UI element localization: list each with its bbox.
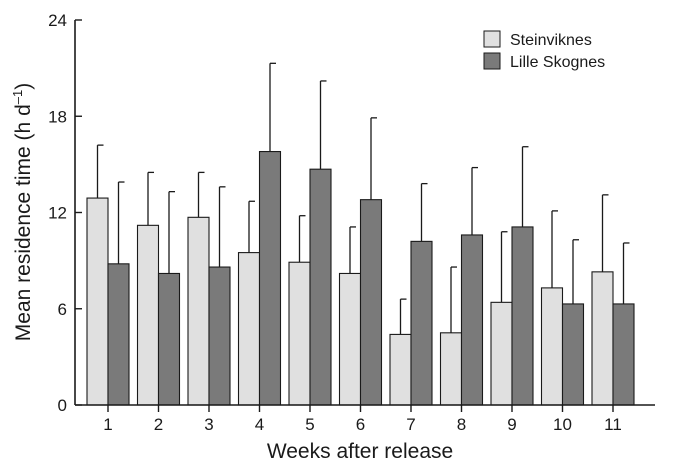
y-axis-title: Mean residence time (h d–1) — [10, 83, 35, 341]
bar-steinviknes — [389, 333, 412, 406]
x-tick-label: 2 — [154, 415, 163, 434]
x-tick-label: 4 — [255, 415, 264, 434]
bars-layer — [86, 62, 635, 406]
legend-swatch-lille-skognes — [483, 52, 501, 70]
y-tick-label: 6 — [58, 300, 67, 319]
bar-lille-skognes — [359, 199, 383, 406]
bar-steinviknes — [237, 252, 261, 406]
legend-label-lille-skognes: Lille Skognes — [510, 54, 605, 71]
bar-lille-skognes — [208, 266, 231, 406]
x-tick-label: 10 — [553, 415, 572, 434]
x-tick-label: 3 — [204, 415, 213, 434]
legend-swatch-steinviknes — [483, 30, 501, 48]
y-tick-label: 18 — [48, 107, 67, 126]
y-axis-title-close: ) — [12, 83, 35, 90]
bar-lille-skognes — [460, 234, 484, 406]
legend-label-steinviknes: Steinviknes — [510, 32, 592, 49]
x-ticks: 1 2 3 4 5 6 7 8 9 10 11 — [103, 405, 622, 434]
x-tick-label: 5 — [305, 415, 314, 434]
x-tick-label: 1 — [103, 415, 112, 434]
bar-steinviknes — [288, 261, 311, 406]
y-axis-title-main: Mean residence time (h d — [12, 104, 35, 341]
x-tick-label: 8 — [457, 415, 466, 434]
bar-steinviknes — [187, 216, 210, 406]
x-axis-title: Weeks after release — [267, 440, 453, 463]
x-tick-label: 6 — [356, 415, 365, 434]
y-tick-label: 0 — [58, 396, 67, 415]
x-tick-label: 9 — [507, 415, 516, 434]
bar-steinviknes — [591, 271, 614, 406]
x-tick-label: 7 — [406, 415, 415, 434]
bar-lille-skognes — [107, 263, 130, 406]
bar-lille-skognes — [561, 303, 585, 406]
bar-lille-skognes — [612, 303, 635, 406]
legend: Steinviknes Lille Skognes — [483, 30, 605, 71]
bar-lille-skognes — [309, 168, 332, 406]
bar-steinviknes — [439, 332, 463, 406]
y-tick-label: 12 — [48, 204, 67, 223]
bar-steinviknes — [86, 197, 109, 406]
bar-steinviknes — [136, 224, 160, 406]
x-tick-label: 11 — [604, 415, 622, 434]
bar-lille-skognes — [157, 272, 181, 406]
bar-lille-skognes — [511, 226, 534, 406]
bar-steinviknes — [490, 301, 513, 406]
bar-steinviknes — [338, 272, 362, 406]
bar-lille-skognes — [258, 150, 282, 406]
y-ticks: 0 6 12 18 24 — [48, 11, 82, 415]
y-tick-label: 24 — [48, 11, 67, 30]
y-axis-title-exponent: –1 — [10, 90, 25, 104]
bar-lille-skognes — [410, 240, 433, 406]
bar-steinviknes — [540, 287, 564, 406]
